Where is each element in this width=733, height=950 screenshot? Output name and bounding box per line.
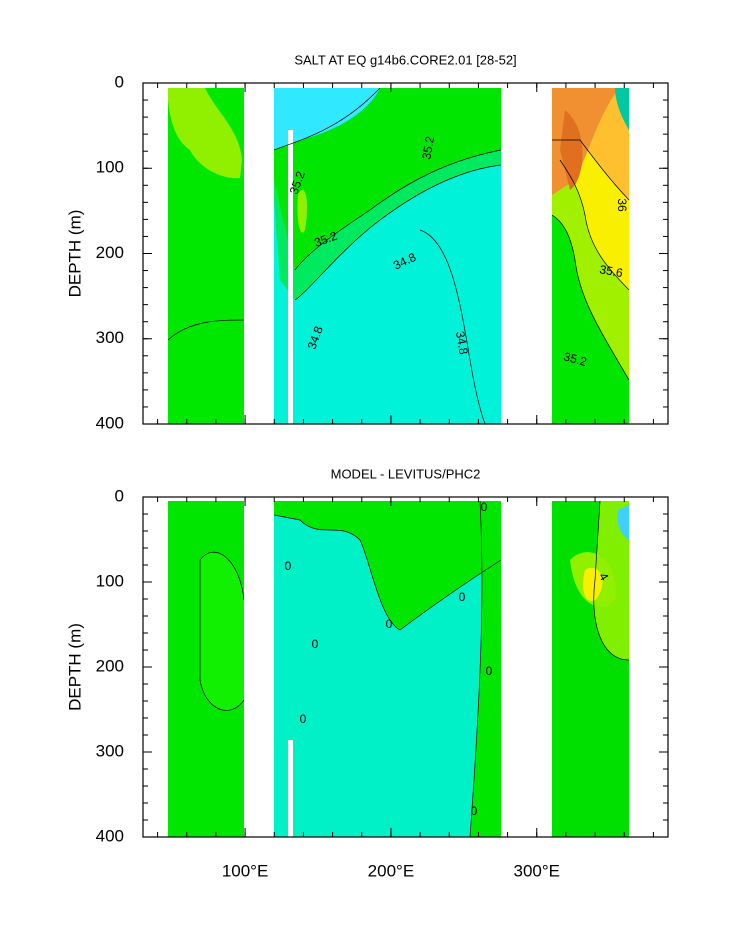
land-mask	[244, 86, 552, 837]
contour-label: 0	[486, 664, 493, 678]
y-tick-label: 100	[96, 158, 124, 177]
y-tick-label: 100	[96, 571, 124, 590]
y-tick-label: 0	[115, 72, 124, 91]
x-tick-label: 100°E	[222, 861, 269, 880]
contour-label: 0	[312, 637, 319, 651]
bottom-field	[168, 500, 630, 838]
y-tick-label: 400	[96, 826, 124, 845]
contour-label: 35.6	[598, 262, 624, 280]
panel-title: MODEL - LEVITUS/PHC2	[331, 466, 481, 481]
panel-title: SALT AT EQ g14b6.CORE2.01 [28-52]	[294, 52, 516, 67]
y-tick-label: 400	[96, 413, 124, 432]
contour-label: 36	[615, 198, 629, 212]
y-tick-label: 300	[96, 741, 124, 760]
y-axis-label: DEPTH (m)	[65, 210, 84, 298]
y-tick-label: 200	[96, 243, 124, 262]
y-axis-label: DEPTH (m)	[65, 623, 84, 711]
x-tick-label: 300°E	[513, 861, 560, 880]
y-tick-label: 200	[96, 656, 124, 675]
contour-label: 34.8	[453, 330, 471, 356]
contour-label: 0	[386, 617, 393, 631]
x-tick-label: 200°E	[368, 861, 415, 880]
contour-label: 35.2	[562, 349, 588, 369]
contour-label: 0	[481, 500, 488, 514]
top-field	[167, 87, 630, 425]
contour-label: 0	[471, 804, 478, 818]
y-tick-label: 300	[96, 328, 124, 347]
y-tick-label: 0	[115, 486, 124, 505]
contour-label: 0	[459, 590, 466, 604]
contour-label: 0	[300, 712, 307, 726]
contour-label: 0	[285, 559, 292, 573]
contour-label: 35.2	[419, 135, 437, 161]
